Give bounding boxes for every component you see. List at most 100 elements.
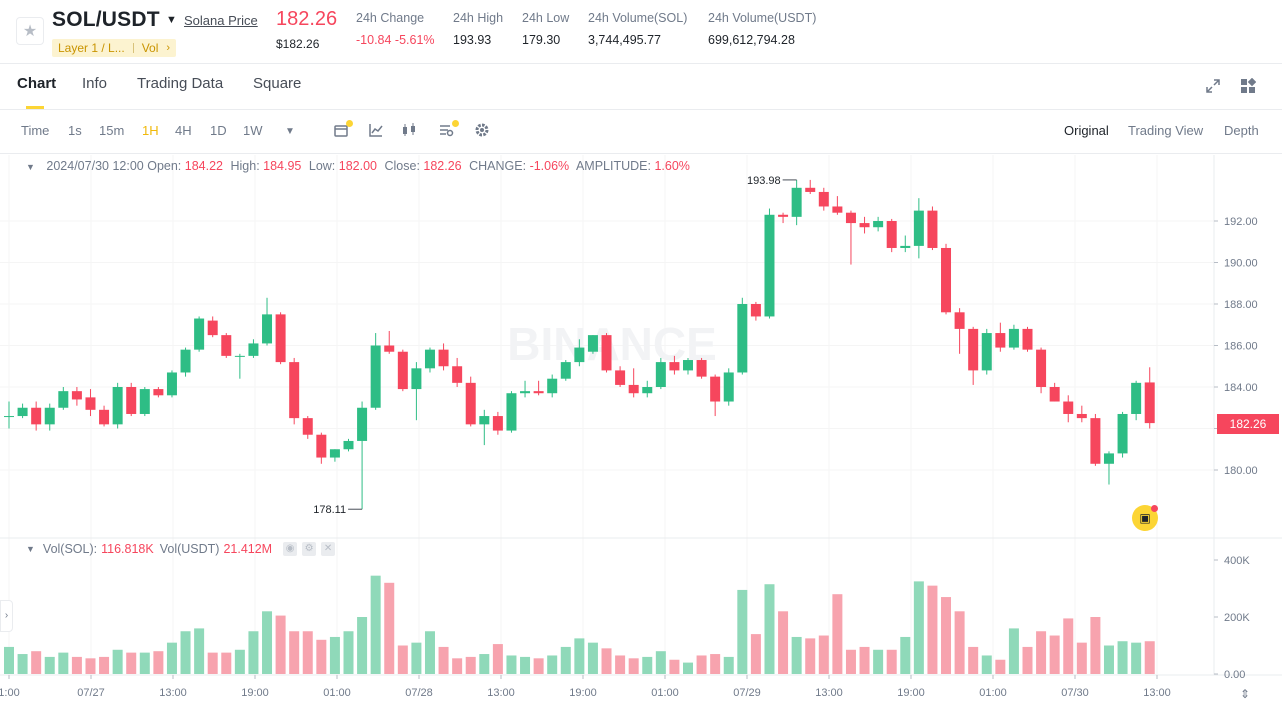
candle-body bbox=[845, 212, 856, 224]
chart-area[interactable]: BINANCE 192.00 190.00 188.00 186.00 184.00 18… bbox=[0, 155, 1282, 710]
candlestick-type-icon[interactable] bbox=[401, 122, 419, 140]
favorite-star-button[interactable]: ★ bbox=[16, 17, 44, 45]
candle-body bbox=[1049, 387, 1060, 402]
candle-body bbox=[968, 328, 979, 371]
price-tick-label: 190.00 bbox=[1224, 258, 1258, 270]
candle-body bbox=[669, 362, 680, 371]
volume-bar bbox=[506, 655, 517, 674]
side-panel-handle-icon[interactable]: › bbox=[0, 600, 13, 632]
timeframe-1h[interactable]: 1H bbox=[142, 123, 159, 138]
collapse-caret-icon[interactable]: ▼ bbox=[26, 162, 35, 172]
candle-body bbox=[1131, 382, 1142, 414]
tab-chart[interactable]: Chart bbox=[17, 75, 57, 92]
candles-layer bbox=[4, 179, 1155, 510]
settings-icon[interactable]: ⚙ bbox=[302, 542, 317, 556]
vol-tag[interactable]: Vol bbox=[141, 41, 159, 55]
tab-square[interactable]: Square bbox=[253, 75, 302, 92]
time-tick-label: 13:00 bbox=[487, 687, 515, 699]
settings-sliders-icon[interactable] bbox=[437, 122, 455, 140]
volume-bar bbox=[492, 644, 503, 674]
volume-bar bbox=[791, 636, 802, 674]
candle-body bbox=[859, 223, 870, 228]
candle-body bbox=[913, 210, 924, 246]
candle-body bbox=[615, 370, 626, 385]
timeframe-1w[interactable]: 1W bbox=[243, 123, 263, 138]
vol-usdt-value: 21.412M bbox=[223, 542, 273, 556]
timeframe-more-caret-icon[interactable]: ▼ bbox=[285, 126, 295, 137]
timeframe-1s[interactable]: 1s bbox=[68, 123, 82, 138]
amplitude-label: AMPLITUDE: bbox=[575, 159, 651, 173]
indicator-chart-icon[interactable] bbox=[367, 122, 385, 140]
stat-label: 24h Change bbox=[356, 11, 425, 25]
expand-icon[interactable] bbox=[1205, 78, 1221, 94]
candle bbox=[560, 360, 571, 381]
trading-pair[interactable]: SOL/USDT bbox=[52, 8, 160, 31]
layout-grid-icon[interactable] bbox=[1240, 77, 1257, 94]
stat-24h-low: 24h Low 179.30 bbox=[522, 11, 569, 47]
timeframe-1d[interactable]: 1D bbox=[210, 123, 227, 138]
volume-bar bbox=[683, 662, 693, 674]
timeframe-15m[interactable]: 15m bbox=[99, 123, 125, 138]
candle-body bbox=[873, 221, 884, 228]
candle bbox=[1008, 324, 1019, 350]
tab-trading-data[interactable]: Trading Data bbox=[137, 75, 224, 92]
candle bbox=[696, 357, 707, 379]
gear-icon[interactable] bbox=[473, 122, 491, 140]
axis-scale-toggle-icon[interactable]: ⇕ bbox=[1240, 687, 1251, 701]
candle-body bbox=[628, 384, 639, 394]
visibility-icon[interactable]: ◉ bbox=[283, 542, 298, 556]
high-label: High: bbox=[230, 159, 260, 173]
view-depth[interactable]: Depth bbox=[1224, 123, 1259, 138]
floating-tools-button[interactable]: ▣ bbox=[1132, 505, 1158, 531]
volume-bar bbox=[913, 581, 924, 674]
pair-dropdown-caret-icon[interactable]: ▼ bbox=[166, 14, 177, 26]
category-tag[interactable]: Layer 1 / L... bbox=[58, 41, 125, 55]
candlestick-chart[interactable]: BINANCE 192.00 190.00 188.00 186.00 184.00 18… bbox=[0, 155, 1282, 710]
calendar-icon[interactable] bbox=[332, 122, 350, 140]
time-tick-label: 01:00 bbox=[323, 687, 351, 699]
candle bbox=[166, 370, 177, 398]
volume-bar bbox=[927, 585, 938, 674]
candle bbox=[112, 382, 123, 429]
candle-body bbox=[941, 247, 952, 313]
stat-value: 193.93 bbox=[453, 33, 492, 47]
candle bbox=[438, 343, 449, 371]
candle bbox=[533, 380, 544, 396]
candle bbox=[4, 401, 14, 429]
timeframe-4h[interactable]: 4H bbox=[175, 123, 192, 138]
candle bbox=[506, 391, 517, 433]
candle-body bbox=[370, 345, 381, 408]
solana-price-link[interactable]: Solana Price bbox=[184, 13, 258, 28]
volume-bar bbox=[587, 642, 598, 674]
candle-body bbox=[384, 345, 395, 352]
candle-body bbox=[927, 210, 938, 248]
price-tick-label: 184.00 bbox=[1224, 382, 1258, 394]
volume-bar bbox=[438, 646, 449, 674]
low-label: Low: bbox=[308, 159, 336, 173]
candle bbox=[1036, 347, 1047, 394]
volume-bar bbox=[601, 648, 612, 674]
view-original[interactable]: Original bbox=[1064, 123, 1109, 138]
candle bbox=[384, 330, 395, 354]
close-icon[interactable]: ✕ bbox=[321, 542, 336, 556]
volume-bar bbox=[397, 645, 408, 674]
ohlc-date: 2024/07/30 12:00 bbox=[46, 159, 144, 173]
stat-value: 699,612,794.28 bbox=[708, 33, 795, 47]
view-trading-view[interactable]: Trading View bbox=[1128, 123, 1204, 138]
chevron-right-icon[interactable]: › bbox=[166, 42, 171, 54]
stat-24h-volume-usdt: 24h Volume(USDT) 699,612,794.28 bbox=[708, 11, 816, 47]
volume-bar bbox=[139, 652, 150, 674]
candle-body bbox=[520, 391, 531, 394]
volume-bar bbox=[710, 654, 721, 674]
time-tick-label: 07/28 bbox=[405, 687, 433, 699]
candle-body bbox=[316, 434, 327, 458]
volume-collapse-caret-icon[interactable]: ▼ bbox=[26, 544, 35, 554]
candle bbox=[968, 326, 979, 385]
timeframe-time[interactable]: Time bbox=[21, 123, 50, 138]
tag-group: Layer 1 / L... Vol › bbox=[52, 39, 177, 57]
candle-body bbox=[587, 335, 598, 352]
tab-info[interactable]: Info bbox=[82, 75, 108, 92]
candle bbox=[465, 376, 476, 427]
price-tick-label: 186.00 bbox=[1224, 341, 1258, 353]
volume-bar bbox=[696, 655, 707, 674]
